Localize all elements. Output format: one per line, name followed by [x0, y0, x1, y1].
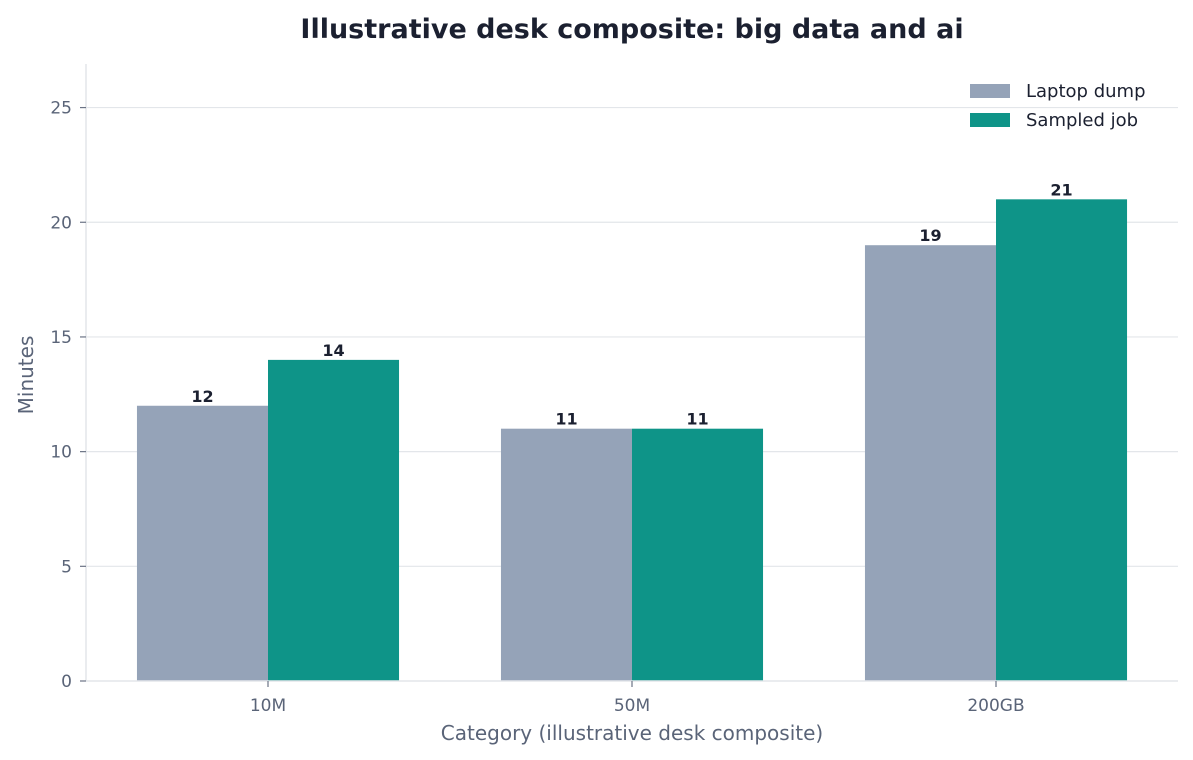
x-axis-ticks: 10M 50M 200GB [250, 681, 1025, 716]
legend-swatch [970, 113, 1010, 127]
bars [136, 199, 1128, 681]
y-tick-label: 0 [61, 672, 72, 692]
x-tick-label: 50M [614, 696, 650, 716]
bar-value-label: 12 [191, 387, 213, 406]
bar-value-label: 19 [919, 226, 941, 245]
legend-swatch [970, 84, 1010, 98]
x-tick-label: 10M [250, 696, 286, 716]
bar-sampled-job-200gb [996, 199, 1128, 681]
x-axis-title: Category (illustrative desk composite) [441, 721, 823, 745]
legend: Laptop dump Sampled job [970, 81, 1146, 131]
bar-value-label: 21 [1050, 180, 1072, 199]
bar-laptop-dump-50m [500, 428, 632, 681]
bar-value-label: 11 [686, 410, 708, 429]
data-labels: 12 14 11 11 19 21 [191, 180, 1072, 428]
y-tick-label: 20 [50, 213, 72, 233]
bar-value-label: 14 [322, 341, 344, 360]
y-axis-ticks: 0 5 10 15 20 25 [50, 99, 86, 692]
chart-title: Illustrative desk composite: big data an… [300, 14, 963, 45]
y-tick-label: 5 [61, 557, 72, 577]
y-axis-title: Minutes [14, 336, 38, 415]
y-tick-label: 25 [50, 99, 72, 119]
bar-laptop-dump-10m [136, 405, 268, 681]
bar-sampled-job-10m [268, 359, 400, 681]
legend-label: Sampled job [1026, 110, 1138, 131]
bar-value-label: 11 [555, 410, 577, 429]
legend-label: Laptop dump [1026, 81, 1146, 102]
bar-sampled-job-50m [632, 428, 764, 681]
bar-laptop-dump-200gb [864, 245, 996, 681]
x-tick-label: 200GB [967, 696, 1024, 716]
y-tick-label: 15 [50, 328, 72, 348]
y-tick-label: 10 [50, 443, 72, 463]
